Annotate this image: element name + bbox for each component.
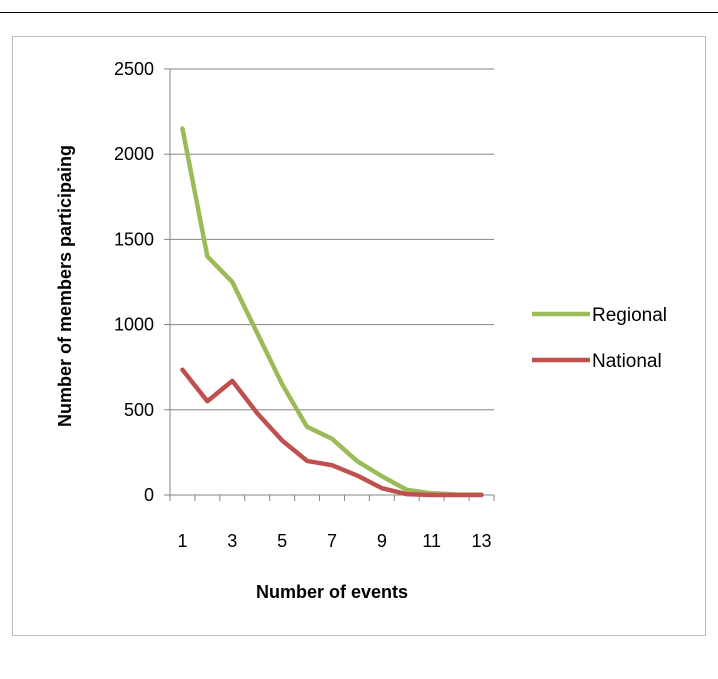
axes xyxy=(169,69,494,496)
legend-label-regional: Regional xyxy=(592,305,667,326)
series-line-regional xyxy=(180,126,484,497)
y-tick-label: 1000 xyxy=(114,315,154,335)
x-tick-label: 13 xyxy=(472,531,492,551)
top-rule xyxy=(0,12,718,13)
x-ticks: 1 3 5 7 9 11 13 xyxy=(169,495,495,551)
x-tick-label: 3 xyxy=(227,531,237,551)
chart-frame xyxy=(12,36,706,636)
legend: Regional National xyxy=(532,305,667,372)
series-line-national xyxy=(180,367,484,498)
x-tick-label: 5 xyxy=(277,531,287,551)
y-axis-title: Number of members participaing xyxy=(55,145,75,427)
x-tick-label: 7 xyxy=(327,531,337,551)
y-tick-label: 1500 xyxy=(114,229,154,249)
x-tick-label: 1 xyxy=(177,531,187,551)
y-tick-label: 2000 xyxy=(114,144,154,164)
y-tick-label: 500 xyxy=(124,400,154,420)
gridlines xyxy=(170,68,494,411)
x-axis-title: Number of events xyxy=(256,582,408,602)
series-lines xyxy=(180,126,484,498)
x-tick-label: 9 xyxy=(377,531,387,551)
y-tick-label: 2500 xyxy=(114,59,154,79)
y-ticks: 0 500 1000 1500 2000 2500 xyxy=(114,59,170,505)
legend-label-national: National xyxy=(592,351,662,372)
y-tick-label: 0 xyxy=(144,485,154,505)
x-tick-label: 11 xyxy=(422,531,441,551)
